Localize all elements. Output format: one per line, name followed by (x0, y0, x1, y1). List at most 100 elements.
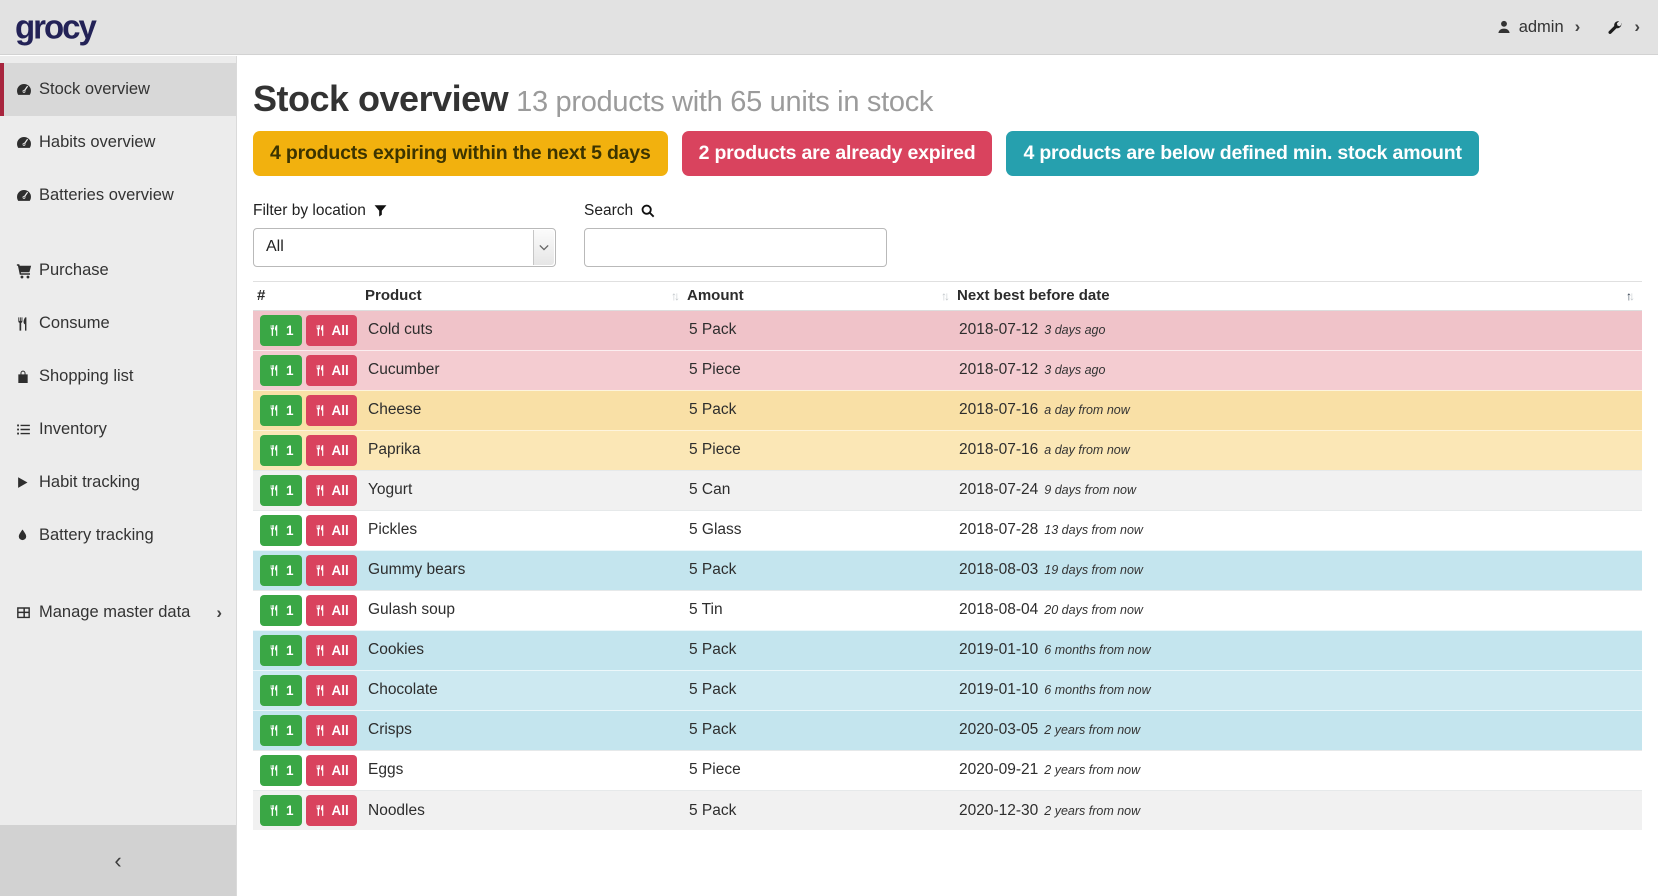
consume-one-button[interactable]: 1 (260, 314, 302, 346)
utensils-icon (268, 684, 281, 697)
sidebar-item-batteries-overview[interactable]: Batteries overview (0, 169, 236, 222)
product-amount: 5 Pack (689, 721, 737, 739)
utensils-icon (314, 604, 327, 617)
sidebar-item-battery-tracking[interactable]: Battery tracking (0, 509, 236, 562)
table-row: 1 All Paprika 5 Piece 2018-07-16 a day fr… (253, 430, 1642, 471)
best-before-date: 2018-07-16 (959, 401, 1039, 419)
consume-one-button[interactable]: 1 (260, 434, 302, 466)
user-menu[interactable]: admin › (1496, 17, 1580, 37)
consume-all-button[interactable]: All (305, 594, 357, 626)
sidebar-item-inventory[interactable]: Inventory (0, 403, 236, 456)
utensils-icon (268, 764, 281, 777)
consume-one-button[interactable]: 1 (260, 795, 302, 827)
location-filter-label: Filter by location (253, 202, 584, 220)
product-amount: 5 Piece (689, 441, 741, 459)
best-before-relative: 2 years from now (1044, 763, 1141, 778)
consume-all-button[interactable]: All (305, 754, 357, 786)
consume-one-button[interactable]: 1 (260, 354, 302, 386)
utensils-icon (268, 524, 281, 537)
product-amount: 5 Pack (689, 401, 737, 419)
utensils-icon (268, 564, 281, 577)
sidebar-item-manage-master-data[interactable]: Manage master data › (0, 586, 236, 639)
column-header-number[interactable]: # (253, 280, 365, 311)
product-name: Crisps (368, 721, 412, 739)
consume-all-button[interactable]: All (305, 354, 357, 386)
consume-one-button[interactable]: 1 (260, 634, 302, 666)
utensils-icon (268, 484, 281, 497)
location-select[interactable]: All (253, 227, 556, 267)
page-subtitle: 13 products with 65 units in stock (516, 86, 934, 118)
tachometer-icon (15, 81, 39, 99)
sort-icon-active: ↑↓ (1626, 288, 1635, 303)
sidebar-item-habits-overview[interactable]: Habits overview (0, 116, 236, 169)
consume-all-button[interactable]: All (305, 314, 357, 346)
sidebar-collapse-button[interactable]: ‹ (0, 825, 236, 896)
consume-all-button[interactable]: All (305, 554, 357, 586)
cart-icon (15, 262, 39, 280)
app-logo[interactable]: grocy (15, 7, 97, 46)
utensils-icon (314, 484, 327, 497)
consume-all-button[interactable]: All (305, 634, 357, 666)
below-min-stock-badge[interactable]: 4 products are below defined min. stock … (1006, 130, 1479, 176)
best-before-relative: 3 days ago (1044, 323, 1106, 338)
sidebar-item-habit-tracking[interactable]: Habit tracking (0, 456, 236, 509)
column-header-best-before[interactable]: Next best before date ↑↓ (957, 280, 1642, 311)
product-amount: 5 Pack (689, 681, 737, 699)
search-input[interactable] (584, 227, 887, 267)
consume-all-button[interactable]: All (305, 714, 357, 746)
expiring-products-badge[interactable]: 4 products expiring within the next 5 da… (253, 130, 668, 176)
chevron-left-icon: ‹ (114, 847, 122, 873)
page-heading: Stock overview 13 products with 65 units … (253, 79, 1642, 119)
sidebar-item-consume[interactable]: Consume (0, 297, 236, 350)
product-amount: 5 Tin (689, 601, 723, 619)
column-header-product[interactable]: Product ↑↓ (365, 280, 687, 311)
best-before-date: 2018-07-24 (959, 481, 1039, 499)
utensils-icon (314, 564, 327, 577)
consume-all-button[interactable]: All (305, 474, 357, 506)
consume-all-button[interactable]: All (305, 795, 357, 827)
consume-one-button[interactable]: 1 (260, 714, 302, 746)
best-before-date: 2018-08-04 (959, 601, 1039, 619)
expired-products-badge[interactable]: 2 products are already expired (681, 130, 993, 176)
product-name: Cold cuts (368, 321, 433, 339)
tachometer-icon (15, 187, 39, 205)
sidebar-item-shopping-list[interactable]: Shopping list (0, 350, 236, 403)
utensils-icon (268, 644, 281, 657)
stock-table: # Product ↑↓ Amount ↑↓ Next best before … (253, 280, 1642, 831)
table-row: 1 All Cheese 5 Pack 2018-07-16 a day from… (253, 390, 1642, 431)
best-before-relative: 20 days from now (1044, 603, 1143, 618)
sidebar-item-purchase[interactable]: Purchase (0, 244, 236, 297)
consume-one-button[interactable]: 1 (260, 514, 302, 546)
utensils-icon (268, 604, 281, 617)
consume-one-button[interactable]: 1 (260, 674, 302, 706)
page-title: Stock overview (253, 78, 509, 119)
product-name: Cookies (368, 641, 424, 659)
consume-one-button[interactable]: 1 (260, 594, 302, 626)
consume-all-button[interactable]: All (305, 674, 357, 706)
settings-menu[interactable]: › (1606, 17, 1640, 37)
utensils-icon (314, 764, 327, 777)
best-before-date: 2018-07-16 (959, 441, 1039, 459)
shopping-bag-icon (15, 369, 39, 385)
sort-icon: ↑↓ (671, 288, 680, 303)
best-before-relative: a day from now (1044, 403, 1130, 418)
tachometer-icon (15, 134, 39, 152)
sidebar-item-stock-overview[interactable]: Stock overview (0, 63, 236, 116)
consume-one-button[interactable]: 1 (260, 554, 302, 586)
best-before-date: 2019-01-10 (959, 681, 1039, 699)
consume-all-button[interactable]: All (305, 434, 357, 466)
consume-one-button[interactable]: 1 (260, 754, 302, 786)
consume-one-button[interactable]: 1 (260, 394, 302, 426)
filter-funnel-icon (373, 203, 388, 218)
consume-one-button[interactable]: 1 (260, 474, 302, 506)
table-header-row: # Product ↑↓ Amount ↑↓ Next best before … (253, 280, 1642, 311)
column-header-amount[interactable]: Amount ↑↓ (687, 280, 957, 311)
consume-all-button[interactable]: All (305, 394, 357, 426)
product-name: Gummy bears (368, 561, 466, 579)
table-row: 1 All Cucumber 5 Piece 2018-07-12 3 days … (253, 350, 1642, 391)
utensils-icon (268, 444, 281, 457)
user-icon (1496, 19, 1512, 35)
table-row: 1 All Gulash soup 5 Tin 2018-08-04 20 day… (253, 590, 1642, 631)
utensils-icon (314, 324, 327, 337)
consume-all-button[interactable]: All (305, 514, 357, 546)
